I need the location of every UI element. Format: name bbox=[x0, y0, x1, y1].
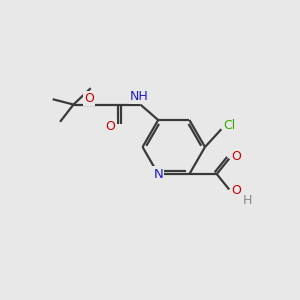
Text: NH: NH bbox=[130, 90, 149, 103]
Text: Cl: Cl bbox=[224, 119, 236, 132]
Text: O: O bbox=[231, 184, 241, 197]
Text: O: O bbox=[84, 92, 94, 105]
Text: H: H bbox=[242, 194, 252, 207]
Text: O: O bbox=[231, 150, 241, 163]
Text: O: O bbox=[106, 120, 116, 133]
Text: N: N bbox=[153, 168, 163, 181]
